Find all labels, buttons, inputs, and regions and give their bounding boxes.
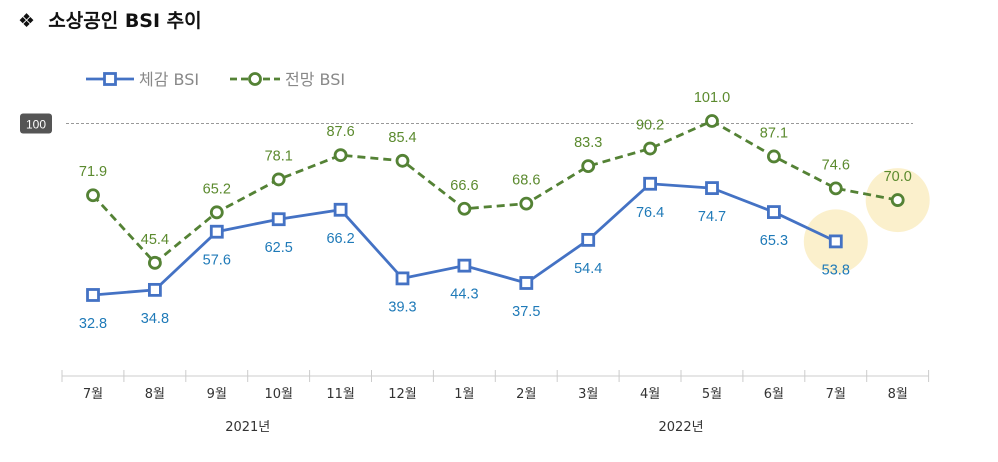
legend-label-experienced: 체감 BSI bbox=[139, 70, 199, 89]
data-label: 65.2 bbox=[203, 181, 231, 197]
data-label: 54.4 bbox=[574, 261, 602, 277]
x-tick-label: 7월 bbox=[83, 387, 103, 402]
data-point-circle bbox=[333, 148, 348, 163]
x-tick-label: 2월 bbox=[516, 387, 536, 402]
data-label: 65.3 bbox=[760, 233, 788, 249]
data-point-circle bbox=[828, 181, 843, 196]
data-point-circle bbox=[581, 159, 596, 174]
x-tick-label: 8월 bbox=[888, 387, 908, 402]
data-label: 87.1 bbox=[760, 125, 788, 141]
data-point-square bbox=[828, 234, 843, 249]
data-point-circle bbox=[209, 205, 224, 220]
data-point-circle bbox=[86, 188, 100, 203]
year-label: 2022년 bbox=[659, 420, 704, 435]
x-tick-label: 9월 bbox=[207, 387, 227, 402]
series-line-1 bbox=[91, 119, 898, 265]
chart-title: ❖ 소상공인 BSI 추이 bbox=[18, 6, 202, 33]
x-tick-label: 1월 bbox=[454, 387, 474, 402]
data-label: 83.3 bbox=[574, 135, 602, 151]
data-point-square bbox=[457, 258, 472, 273]
data-label: 66.6 bbox=[450, 178, 478, 194]
data-point-square bbox=[333, 202, 348, 217]
data-label: 37.5 bbox=[512, 304, 540, 320]
data-label: 66.2 bbox=[326, 231, 354, 247]
data-point-square bbox=[271, 212, 286, 227]
data-point-square bbox=[767, 205, 781, 219]
data-point-square bbox=[643, 176, 657, 191]
data-point-square bbox=[519, 276, 534, 290]
data-label: 44.3 bbox=[450, 287, 478, 303]
data-point-circle bbox=[643, 141, 657, 156]
data-label: 74.6 bbox=[822, 157, 850, 173]
x-tick-label: 6월 bbox=[764, 387, 784, 402]
data-label: 34.8 bbox=[141, 311, 169, 327]
x-tick-label: 5월 bbox=[702, 387, 722, 402]
data-point-square bbox=[705, 181, 719, 195]
data-point-square bbox=[581, 232, 596, 247]
data-point-circle bbox=[519, 196, 534, 211]
title-bullet-icon: ❖ bbox=[18, 10, 36, 32]
data-label: 85.4 bbox=[388, 130, 416, 146]
x-tick-label: 7월 bbox=[826, 387, 846, 402]
data-point-circle bbox=[271, 172, 286, 187]
x-tick-label: 4월 bbox=[640, 387, 660, 402]
data-label: 74.7 bbox=[698, 209, 726, 225]
data-point-circle bbox=[147, 255, 162, 270]
x-tick-label: 12월 bbox=[388, 387, 417, 402]
data-label: 78.1 bbox=[265, 148, 293, 164]
x-tick-label: 3월 bbox=[578, 387, 598, 402]
data-label: 90.2 bbox=[636, 118, 664, 134]
data-point-square bbox=[209, 224, 224, 239]
data-label: 62.5 bbox=[265, 240, 293, 256]
legend-circle-icon bbox=[248, 72, 262, 86]
series-line-0 bbox=[92, 182, 837, 297]
reference-label: 100 bbox=[26, 118, 46, 132]
data-point-circle bbox=[890, 193, 905, 207]
data-label: 76.4 bbox=[636, 205, 664, 221]
x-tick-label: 11월 bbox=[326, 387, 355, 402]
legend-label-forecast: 전망 BSI bbox=[285, 70, 345, 89]
data-label: 68.6 bbox=[512, 173, 540, 189]
data-point-square bbox=[86, 288, 100, 302]
data-label: 71.9 bbox=[79, 164, 107, 180]
x-tick-label: 8월 bbox=[145, 387, 165, 402]
reference-badge bbox=[20, 113, 52, 134]
x-tick-label: 10월 bbox=[264, 387, 293, 402]
data-point-circle bbox=[705, 114, 719, 128]
title-text: 소상공인 BSI 추이 bbox=[48, 10, 202, 32]
data-label: 70.0 bbox=[884, 169, 912, 185]
data-label: 39.3 bbox=[388, 299, 416, 315]
data-point-circle bbox=[767, 149, 781, 164]
year-label: 2021년 bbox=[225, 420, 270, 435]
data-label: 45.4 bbox=[141, 232, 169, 248]
data-point-circle bbox=[457, 201, 472, 216]
data-point-square bbox=[147, 282, 162, 297]
data-label: 87.6 bbox=[326, 124, 354, 140]
data-label: 32.8 bbox=[79, 316, 107, 332]
data-point-square bbox=[395, 271, 410, 286]
data-point-circle bbox=[395, 153, 410, 168]
legend-square-icon bbox=[103, 72, 117, 86]
data-label: 101.0 bbox=[694, 90, 730, 106]
data-label: 57.6 bbox=[203, 253, 231, 269]
data-label: 53.8 bbox=[822, 262, 850, 278]
